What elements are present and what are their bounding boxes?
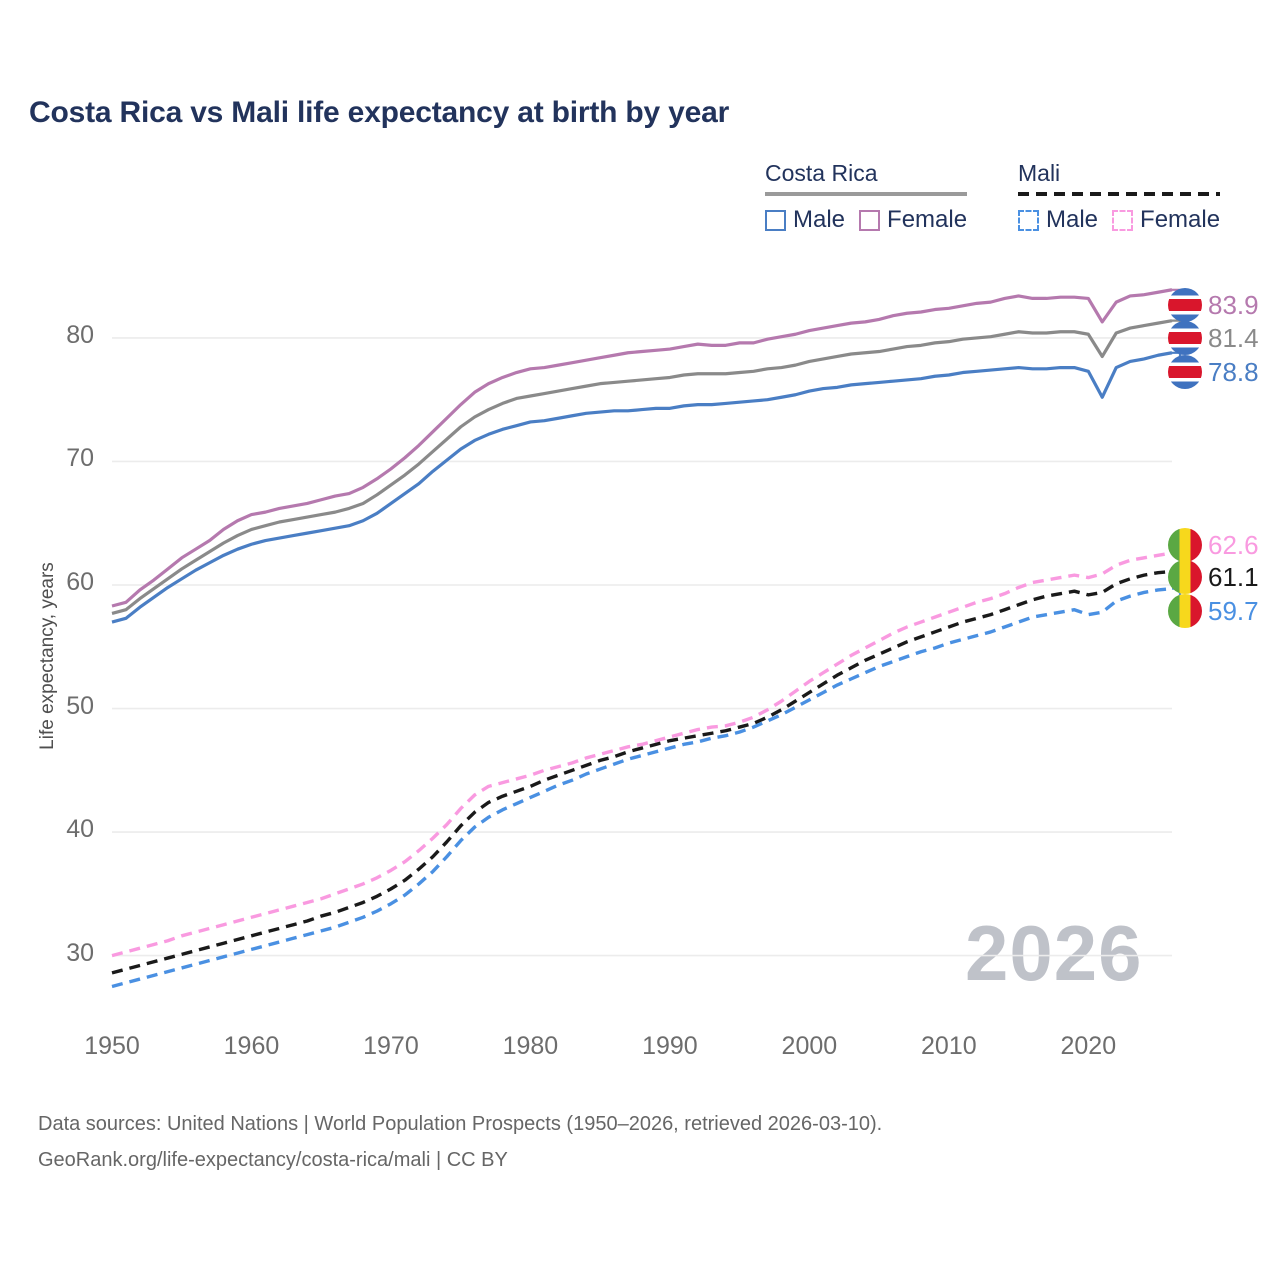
legend-country-rule-dashed: [1018, 192, 1221, 196]
x-axis-tick-label: 1960: [223, 1032, 280, 1060]
legend-item-label: Female: [1140, 206, 1221, 233]
mali-flag-icon: [1168, 560, 1202, 594]
square-outline-icon: [859, 209, 881, 231]
x-axis-tick-label: 2010: [921, 1032, 977, 1060]
legend-item-mali-male[interactable]: Male: [1018, 206, 1098, 234]
end-label-costa-rica-total: 81.4: [1168, 321, 1259, 355]
legend-item-label: Male: [1046, 206, 1099, 233]
chart-legend: Costa Rica Male Female Mali Male: [760, 160, 1260, 240]
x-axis-tick-label: 1980: [502, 1032, 559, 1060]
end-label-value: 83.9: [1208, 289, 1259, 320]
series-line-mali-total: [111, 569, 1173, 975]
series-line-costa-rica-female: [111, 288, 1173, 608]
year-watermark: 2026: [965, 909, 1143, 997]
costa-rica-flag-icon: [1168, 355, 1202, 389]
legend-group-mali: Mali Male Female: [1018, 160, 1221, 234]
costa-rica-flag-icon: [1168, 321, 1202, 355]
mali-flag-icon: [1168, 594, 1202, 628]
legend-country-rule-solid: [765, 192, 968, 196]
end-label-value: 59.7: [1208, 595, 1259, 626]
end-label-value: 81.4: [1208, 322, 1259, 353]
end-label-value: 62.6: [1208, 529, 1259, 560]
y-axis-tick-label: 70: [66, 444, 94, 473]
legend-item-label: Female: [887, 206, 968, 233]
end-label-value: 61.1: [1208, 561, 1259, 592]
legend-country-label: Costa Rica: [765, 160, 878, 186]
legend-item-mali-female[interactable]: Female: [1112, 206, 1220, 234]
square-outline-icon: [765, 209, 786, 231]
end-label-mali-male: 59.7: [1168, 594, 1259, 628]
footer-line-credit: GeoRank.org/life-expectancy/costa-rica/m…: [38, 1149, 508, 1171]
x-axis-tick-label: 2000: [781, 1032, 838, 1060]
end-label-mali-female: 62.6: [1168, 528, 1259, 562]
x-axis-tick-label: 1990: [642, 1032, 698, 1060]
x-axis-tick-label: 1970: [363, 1032, 419, 1060]
legend-group-costa-rica: Costa Rica Male Female: [765, 160, 968, 234]
end-label-costa-rica-female: 83.9: [1168, 288, 1259, 322]
legend-item-costa-rica-female[interactable]: Female: [859, 206, 967, 234]
x-axis-tick-label: 1950: [84, 1032, 140, 1060]
series-line-costa-rica-total: [111, 319, 1173, 615]
page-title: Costa Rica vs Mali life expectancy at bi…: [29, 96, 730, 129]
series-line-costa-rica-male: [111, 351, 1173, 624]
legend-country-label: Mali: [1018, 160, 1061, 186]
series-line-mali-male: [111, 587, 1173, 989]
legend-item-costa-rica-male[interactable]: Male: [765, 206, 845, 234]
square-dashed-outline-icon: [1112, 209, 1134, 231]
costa-rica-flag-icon: [1168, 288, 1202, 322]
footer-line-sources: Data sources: United Nations | World Pop…: [38, 1113, 883, 1135]
y-axis-tick-label: 40: [66, 815, 94, 844]
y-axis-tick-label: 80: [66, 320, 94, 349]
square-dashed-outline-icon: [1018, 209, 1039, 231]
end-label-mali-total: 61.1: [1168, 560, 1259, 594]
y-axis-tick-label: 30: [66, 938, 94, 967]
end-label-costa-rica-male: 78.8: [1168, 355, 1259, 389]
series-line-mali-female: [111, 551, 1173, 958]
y-axis-title: Life expectancy, years: [37, 562, 58, 750]
legend-item-label: Male: [793, 206, 846, 233]
y-axis-tick-label: 60: [66, 568, 94, 596]
x-axis-tick-label: 2020: [1060, 1032, 1117, 1060]
footer-attribution: Data sources: United Nations | World Pop…: [38, 1106, 882, 1178]
y-axis-tick-label: 50: [66, 691, 94, 720]
chart-series: [111, 288, 1173, 989]
chart-gridlines: [112, 337, 1172, 957]
mali-flag-icon: [1168, 528, 1202, 562]
end-label-value: 78.8: [1208, 356, 1259, 387]
